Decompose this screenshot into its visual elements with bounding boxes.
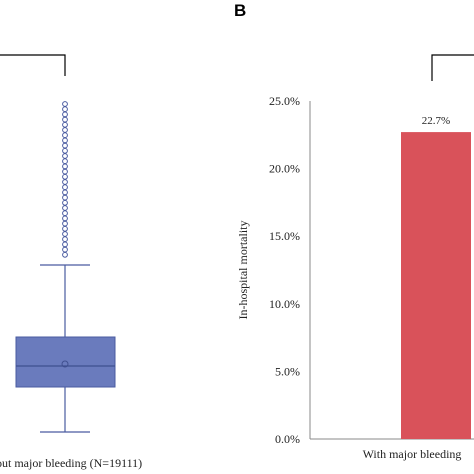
outlier-point: [62, 163, 68, 170]
outlier-point: [62, 147, 68, 154]
outlier-point: [62, 251, 68, 258]
bars: 22.7%: [401, 115, 471, 439]
outlier-point: [62, 137, 68, 144]
y-tick-label: 10.0%: [269, 297, 300, 311]
outlier-point: [62, 215, 68, 222]
outlier-point: [62, 205, 68, 211]
outlier-point: [62, 101, 68, 107]
outlier-point: [62, 241, 68, 248]
panel-b-significance-bracket: [431, 54, 474, 81]
interquartile-box: [15, 336, 116, 388]
panel-a-significance-bracket: [0, 54, 66, 76]
outlier-point: [62, 111, 68, 118]
outlier-point: [62, 246, 68, 253]
outlier-point: [62, 142, 68, 149]
y-ticks: 0.0% 5.0% 10.0% 15.0% 20.0% 25.0%: [269, 94, 300, 446]
outlier-point: [62, 199, 68, 206]
outlier-point: [62, 231, 68, 237]
y-tick-label: 25.0%: [269, 94, 300, 108]
y-tick-label: 5.0%: [275, 364, 300, 378]
mean-marker: [61, 360, 69, 368]
bar-category-label: With major bleeding: [363, 447, 462, 461]
outlier-point: [62, 127, 68, 133]
panel-b-label: B: [234, 1, 246, 20]
box-plot: [15, 101, 116, 433]
outlier-point: [62, 179, 68, 185]
outlier-point: [62, 173, 68, 180]
outlier-point: [62, 153, 68, 159]
panel-a: out major bleeding (N=19111): [0, 54, 142, 470]
y-tick-label: 0.0%: [275, 432, 300, 446]
outlier-point: [62, 121, 68, 128]
y-axis-label: In-hospital mortality: [236, 221, 250, 320]
panel-b: B 0.0% 5.0% 10.0% 15.0% 20.0% 25.0% In-hospit…: [234, 1, 474, 461]
outlier-point: [62, 132, 68, 139]
outlier-point: [62, 225, 68, 232]
outlier-point: [62, 158, 68, 165]
outlier-point: [62, 210, 68, 217]
bar: [401, 132, 471, 439]
outlier-point: [62, 184, 68, 191]
outlier-point: [62, 106, 68, 113]
outlier-point: [62, 189, 68, 196]
y-tick-label: 20.0%: [269, 162, 300, 176]
outlier-point: [62, 194, 68, 201]
bar-data-label: 22.7%: [422, 115, 450, 127]
y-tick-label: 15.0%: [269, 229, 300, 243]
outlier-point: [62, 116, 68, 123]
outlier-point: [62, 168, 68, 175]
outlier-point: [62, 220, 68, 227]
outlier-point: [62, 236, 68, 243]
panel-a-category-label: out major bleeding (N=19111): [0, 456, 142, 470]
